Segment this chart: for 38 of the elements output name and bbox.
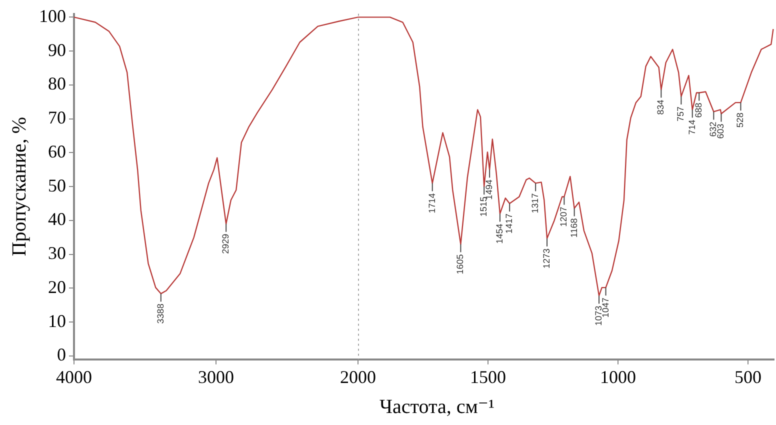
annotation: 603 — [716, 124, 726, 139]
y-tick-label: 100 — [39, 6, 66, 26]
annotation: 1605 — [455, 254, 466, 274]
annotation: 1168 — [568, 218, 579, 238]
annotation: 757 — [676, 106, 686, 122]
x-tick-label: 1000 — [600, 366, 636, 387]
annotation: 2929 — [220, 234, 231, 254]
y-tick-label: 80 — [48, 74, 66, 94]
y-tick-label: 60 — [48, 141, 66, 162]
y-tick-label: 70 — [48, 108, 66, 128]
y-tick-label: 90 — [48, 40, 66, 60]
annotation: 688 — [694, 102, 704, 118]
annotation: 632 — [708, 122, 718, 137]
y-tick-label: 30 — [48, 243, 66, 264]
x-tick-label: 500 — [734, 366, 762, 387]
y-tick-label: 0 — [57, 344, 66, 365]
annotation: 3388 — [155, 304, 166, 324]
y-tick-label: 10 — [48, 310, 66, 331]
annotation: 1273 — [542, 248, 552, 268]
annotation: 1317 — [530, 193, 540, 214]
y-tick-label: 50 — [48, 175, 66, 196]
annotation: 834 — [656, 100, 666, 115]
x-tick-label: 3000 — [198, 366, 234, 387]
annotation: 1714 — [426, 193, 437, 214]
annotation: 1494 — [484, 180, 494, 200]
annotation: 1047 — [600, 298, 610, 318]
x-tick-label: 2000 — [340, 366, 376, 387]
y-tick-label: 40 — [48, 209, 66, 230]
y-axis-title: Пропускание, % — [8, 116, 30, 256]
x-tick-label: 1500 — [470, 366, 506, 387]
annotation: 714 — [686, 120, 697, 135]
x-tick-label: 4000 — [56, 366, 92, 387]
annotation: 528 — [735, 112, 746, 128]
y-tick-label: 20 — [48, 276, 66, 297]
annotation: 1417 — [504, 214, 514, 234]
x-axis-title: Частота, см⁻¹ — [380, 395, 494, 419]
annotation: 1454 — [494, 224, 504, 244]
annotation: 1207 — [558, 206, 569, 227]
